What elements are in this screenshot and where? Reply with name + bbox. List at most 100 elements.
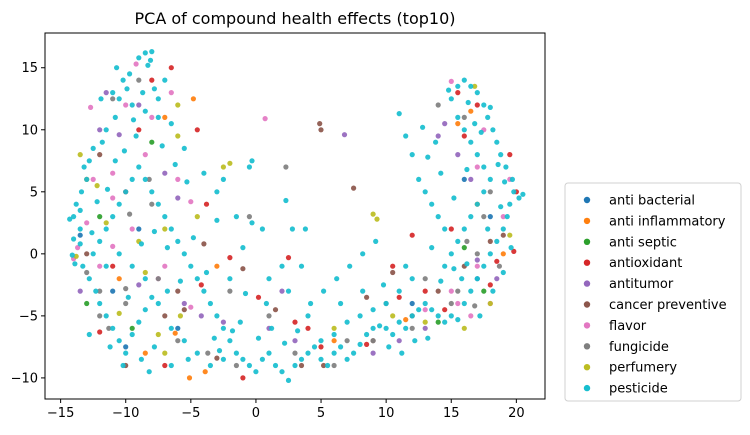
point-9-103 [504, 214, 510, 220]
point-9-61 [233, 350, 239, 356]
point-8-9 [175, 102, 181, 108]
point-9-190 [138, 356, 144, 362]
point-9-142 [151, 86, 157, 92]
point-9-127 [474, 201, 480, 207]
point-7-17 [110, 96, 116, 102]
point-3-21 [487, 282, 493, 288]
point-9-67 [272, 362, 279, 369]
point-0-3 [175, 325, 181, 331]
point-8-4 [155, 331, 161, 338]
point-9-109 [503, 164, 509, 170]
point-4-1 [116, 132, 122, 138]
point-9-50 [162, 214, 168, 220]
point-9-75 [325, 362, 331, 369]
point-9-31 [97, 300, 103, 307]
point-9-114 [481, 102, 487, 108]
point-5-6 [272, 307, 279, 313]
point-7-9 [331, 362, 337, 369]
point-9-73 [311, 344, 318, 350]
point-9-252 [420, 124, 426, 130]
point-6-17 [448, 288, 454, 294]
point-8-19 [162, 226, 168, 232]
point-9-188 [164, 288, 170, 294]
point-9-135 [302, 226, 308, 232]
point-0-7 [123, 344, 129, 350]
point-9-17 [86, 158, 92, 164]
point-7-33 [106, 325, 112, 331]
point-0-2 [136, 226, 142, 232]
point-9-150 [298, 263, 305, 269]
point-9-157 [429, 201, 435, 207]
point-9-33 [110, 325, 116, 331]
point-9-145 [214, 189, 220, 195]
point-9-217 [86, 331, 92, 338]
point-9-228 [242, 290, 249, 297]
point-8-16 [487, 300, 493, 307]
y-tick-label: −5 [19, 309, 38, 324]
point-9-199 [360, 288, 366, 294]
point-9-171 [207, 362, 213, 369]
point-9-30 [93, 288, 99, 294]
point-4-16 [175, 195, 181, 201]
legend-label: perfumery [609, 361, 677, 376]
point-9-121 [461, 127, 467, 133]
point-9-20 [78, 189, 85, 195]
point-9-57 [207, 300, 213, 307]
point-9-234 [321, 288, 327, 294]
axes: −15 −10 −5 0 5 10 15 20 −10 −5 0 5 10 15 [11, 61, 525, 421]
point-3-10 [396, 294, 402, 300]
point-9-193 [211, 335, 217, 341]
point-4-21 [181, 300, 187, 307]
point-9-222 [138, 241, 144, 247]
point-6-25 [455, 300, 461, 307]
point-1-14 [500, 251, 506, 257]
point-9-55 [194, 276, 200, 282]
point-9-119 [448, 96, 454, 102]
point-3-12 [448, 226, 454, 232]
point-5-13 [97, 152, 103, 158]
point-9-53 [181, 251, 187, 257]
point-3-17 [474, 102, 480, 108]
point-9-201 [403, 263, 409, 269]
legend-marker [583, 238, 591, 245]
point-3-0 [168, 65, 174, 71]
plot-area-frame [44, 32, 546, 400]
point-3-25 [227, 255, 233, 261]
point-9-35 [123, 350, 129, 356]
legend-label: anti bacterial [609, 194, 695, 209]
point-9-125 [487, 176, 493, 182]
point-1-10 [331, 338, 337, 344]
point-9-25 [71, 236, 77, 242]
point-7-22 [233, 362, 239, 369]
point-9-183 [159, 143, 165, 149]
point-3-31 [162, 362, 168, 369]
point-9-98 [474, 276, 480, 282]
point-8-12 [331, 325, 337, 331]
point-9-224 [164, 245, 170, 251]
point-9-186 [190, 235, 196, 241]
point-9-26 [77, 241, 83, 247]
point-9-13 [112, 114, 118, 120]
point-6-0 [75, 245, 81, 251]
point-7-7 [266, 313, 272, 319]
point-4-0 [97, 127, 103, 133]
point-9-34 [116, 338, 122, 344]
legend-label: pesticide [609, 382, 668, 397]
point-4-10 [292, 338, 298, 344]
point-9-210 [478, 129, 484, 135]
legend-marker [583, 196, 591, 204]
point-9-138 [249, 220, 255, 226]
point-9-79 [351, 350, 357, 356]
series-antitumor [77, 90, 500, 356]
point-8-24 [175, 133, 181, 139]
point-9-47 [142, 176, 148, 182]
point-6-8 [175, 176, 181, 182]
point-9-245 [464, 261, 470, 267]
point-9-261 [124, 86, 130, 92]
point-1-11 [214, 263, 220, 269]
y-tick-label: −10 [11, 371, 38, 386]
point-4-14 [279, 288, 285, 294]
point-9-72 [305, 350, 311, 356]
point-9-185 [184, 179, 190, 185]
point-5-5 [214, 355, 220, 361]
